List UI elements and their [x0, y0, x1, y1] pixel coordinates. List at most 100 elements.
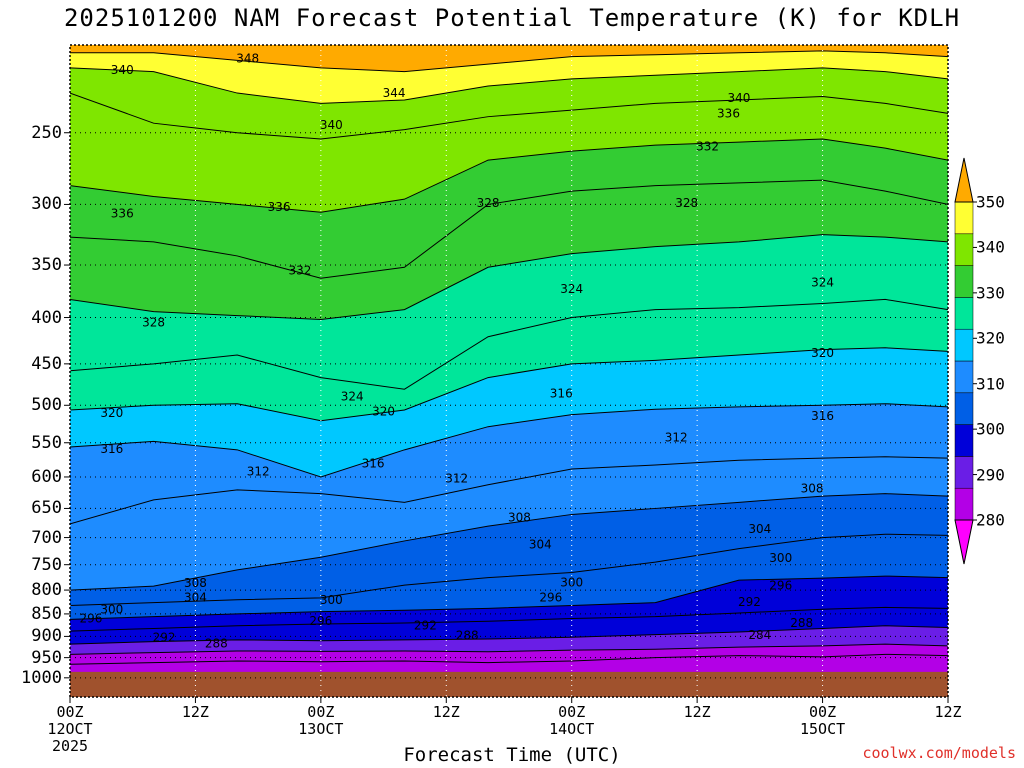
- contour-label-33: 300: [560, 576, 583, 590]
- x-tick-label-60: 12Z: [683, 703, 711, 721]
- theta-band-296: [70, 576, 948, 632]
- x-tick-label-12: 12Z: [181, 703, 209, 721]
- y-tick-label-1000: 1000: [21, 667, 62, 688]
- x-tick-label-0: 00Z 12OCT 2025: [47, 703, 93, 755]
- theta-band-344: [70, 50, 948, 104]
- contour-label-25: 312: [445, 471, 468, 485]
- colorbar-tick-label-300: 300: [976, 419, 1005, 439]
- isentrope-348: [70, 50, 948, 73]
- colorbar-swatch-8: [954, 265, 974, 298]
- x-tick-label-36: 12Z: [432, 703, 460, 721]
- colorbar-tick-label-310: 310: [976, 374, 1005, 394]
- contour-label-27: 308: [508, 510, 531, 524]
- credit-link[interactable]: coolwx.com/models: [862, 744, 1016, 762]
- contour-label-44: 292: [153, 630, 176, 644]
- contour-label-12: 324: [560, 282, 583, 296]
- terrain: [70, 671, 948, 697]
- contour-label-45: 288: [456, 629, 479, 643]
- contour-label-34: 304: [184, 590, 207, 604]
- contour-label-7: 336: [111, 206, 134, 220]
- contour-label-28: 304: [748, 522, 771, 536]
- contour-label-46: 288: [205, 637, 228, 651]
- contour-label-19: 320: [100, 406, 123, 420]
- y-tick-label-450: 450: [31, 353, 62, 374]
- theta-band-308: [70, 456, 948, 591]
- contour-label-6: 332: [696, 140, 719, 154]
- contour-label-32: 308: [184, 576, 207, 590]
- contour-label-38: 300: [100, 602, 123, 616]
- colorbar-swatch-5: [954, 360, 974, 394]
- isentrope-304: [70, 533, 948, 606]
- contour-label-21: 312: [665, 431, 688, 445]
- colorbar-extend-top: [954, 157, 974, 203]
- y-tick-label-250: 250: [31, 122, 62, 143]
- theta-band-328: [70, 180, 948, 320]
- y-tick-label-500: 500: [31, 395, 62, 416]
- colorbar-swatch-9: [954, 233, 974, 266]
- colorbar-tick-label-330: 330: [976, 283, 1005, 303]
- colorbar-tick-label-350: 350: [976, 192, 1005, 212]
- colorbar-swatch-10: [954, 201, 974, 235]
- isentrope-292: [70, 625, 948, 645]
- contour-label-0: 348: [236, 52, 259, 66]
- contour-label-42: 288: [790, 616, 813, 630]
- isentrope-332: [70, 179, 948, 279]
- isentrope-300: [70, 575, 948, 620]
- y-tick-label-900: 900: [31, 626, 62, 647]
- contour-label-31: 296: [769, 579, 792, 593]
- y-tick-label-750: 750: [31, 554, 62, 575]
- x-tick-label-24: 00Z 13OCT: [298, 703, 344, 738]
- isentrope-336: [70, 138, 948, 213]
- contour-label-26: 308: [801, 482, 824, 496]
- contour-label-43: 284: [748, 628, 771, 642]
- contour-label-4: 336: [717, 106, 740, 120]
- y-tick-label-650: 650: [31, 498, 62, 519]
- isentrope-288: [70, 643, 948, 655]
- contour-label-36: 292: [738, 595, 761, 609]
- colorbar-swatch-6: [954, 328, 974, 362]
- contour-label-17: 324: [341, 390, 364, 404]
- isentrope-344: [70, 67, 948, 104]
- contour-label-23: 316: [362, 457, 385, 471]
- y-tick-label-950: 950: [31, 647, 62, 668]
- isentrope-312: [70, 456, 948, 525]
- y-tick-label-400: 400: [31, 307, 62, 328]
- contour-label-35: 296: [539, 590, 562, 604]
- colorbar-swatch-4: [954, 392, 974, 425]
- contour-label-39: 296: [79, 612, 102, 626]
- colorbar-swatch-1: [954, 487, 974, 521]
- contour-label-22: 316: [100, 442, 123, 456]
- contour-label-3: 344: [383, 86, 406, 100]
- theta-band-332: [70, 138, 948, 279]
- contour-label-30: 300: [769, 551, 792, 565]
- chart-title: 2025101200 NAM Forecast Potential Temper…: [63, 4, 961, 32]
- contour-label-13: 324: [811, 276, 834, 290]
- y-tick-label-700: 700: [31, 527, 62, 548]
- colorbar-swatch-7: [954, 297, 974, 330]
- x-tick-label-72: 00Z 15OCT: [799, 703, 846, 738]
- y-tick-label-800: 800: [31, 580, 62, 601]
- plot-frame: [69, 44, 949, 698]
- contour-label-15: 320: [811, 346, 834, 360]
- isentrope-340: [70, 92, 948, 140]
- contour-label-5: 340: [320, 118, 343, 132]
- theta-band-304: [70, 493, 948, 606]
- colorbar-tick-label-290: 290: [976, 465, 1005, 485]
- x-axis-label: Forecast Time (UTC): [403, 744, 621, 766]
- contour-label-37: 300: [320, 593, 343, 607]
- colorbar-tick-label-280: 280: [976, 510, 1005, 530]
- theta-band-340: [70, 67, 948, 139]
- theta-band-316: [70, 347, 948, 477]
- theta-band-324: [70, 234, 948, 390]
- isentrope-320: [70, 347, 948, 422]
- isentrope-324: [70, 298, 948, 390]
- colorbar-tick-label-340: 340: [976, 237, 1005, 257]
- colorbar-swatch-3: [954, 424, 974, 457]
- contour-label-1: 340: [111, 63, 134, 77]
- y-tick-label-350: 350: [31, 255, 62, 276]
- contour-label-14: 328: [142, 315, 165, 329]
- isentrope-308: [70, 493, 948, 591]
- isentrope-328: [70, 234, 948, 321]
- contour-label-29: 304: [529, 537, 552, 551]
